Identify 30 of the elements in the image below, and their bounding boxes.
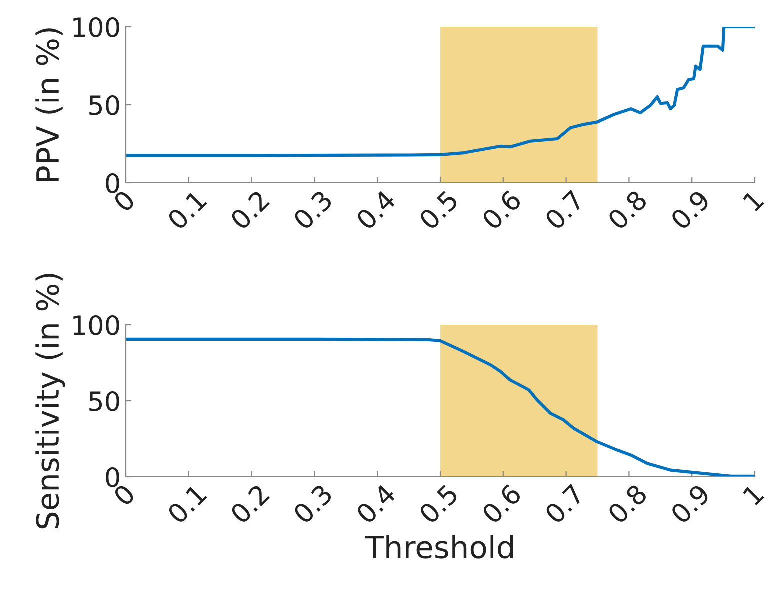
x-tick-label: 0.2: [229, 484, 270, 525]
x-tick-label: 0.6: [481, 189, 522, 231]
y-axis-title: Sensitivity (in %): [36, 274, 66, 529]
x-tick-label: 0.9: [670, 484, 712, 525]
x-tick-label: 0.3: [292, 190, 334, 231]
x-tick-label: 0.9: [670, 190, 712, 231]
x-tick-label: 0.8: [606, 189, 648, 231]
y-tick-label: 50: [90, 391, 120, 412]
x-tick-label: 0.1: [166, 484, 208, 525]
x-tick-label: 0.7: [544, 484, 585, 525]
x-tick-label: 1: [742, 190, 764, 212]
line-series: [126, 27, 755, 158]
y-tick-label: 50: [90, 95, 120, 116]
y-axis-title: PPV (in %): [36, 28, 63, 181]
x-tick-label: 1: [742, 484, 764, 506]
x-axis-title: Threshold: [365, 535, 514, 559]
y-tick-label: 0: [106, 173, 120, 194]
y-tick-label: 100: [74, 17, 120, 38]
x-tick-label: 0.8: [606, 483, 648, 525]
x-tick-label: 0.5: [418, 190, 460, 231]
x-tick-label: 0.2: [229, 190, 270, 231]
x-tick-label: 0.4: [355, 189, 397, 231]
x-tick-label: 0.4: [355, 483, 397, 525]
y-tick-label: 0: [106, 467, 120, 488]
x-tick-label: 0.7: [544, 190, 585, 231]
x-tick-label: 0.6: [481, 483, 522, 525]
x-tick-label: 0.3: [292, 484, 334, 525]
y-tick-label: 100: [74, 315, 120, 336]
x-tick-label: 0.5: [418, 484, 460, 525]
x-tick-label: 0.1: [166, 190, 208, 231]
